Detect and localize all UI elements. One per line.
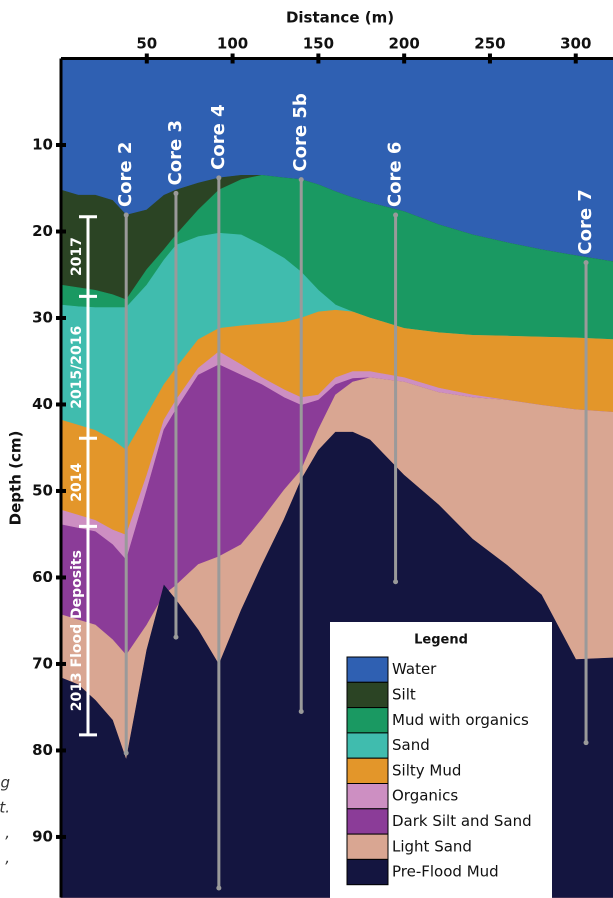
x-tick-label: 50 [136, 35, 157, 53]
x-tick-label: 300 [560, 35, 591, 53]
y-tick-label: 70 [32, 654, 53, 672]
y-tick-label: 80 [32, 741, 53, 759]
core-top [123, 212, 129, 218]
legend-label: Light Sand [392, 837, 472, 855]
legend-swatch [346, 858, 389, 886]
core-label: Core 6 [385, 142, 406, 207]
legend-label: Silty Mud [392, 761, 461, 779]
overlay: 50 100 150 200 250 300 10 20 30 40 50 60 70 80 90 2017 2… [32, 35, 613, 898]
core-bottom [216, 885, 222, 891]
core-top [393, 212, 399, 218]
x-tick-label: 100 [217, 35, 248, 53]
legend-label: Dark Silt and Sand [392, 812, 532, 830]
legend-swatch [346, 681, 389, 709]
legend-label: Water [392, 660, 437, 678]
legend-swatch [346, 757, 389, 785]
core-top [583, 260, 589, 266]
period-label: 2015/2016 [69, 326, 85, 409]
legend-label: Organics [392, 787, 458, 805]
y-axis-title: Depth (cm) [7, 431, 25, 526]
legend-label: Pre-Flood Mud [392, 863, 499, 881]
y-tick-label: 20 [32, 222, 53, 240]
margin-fragment: , [5, 824, 10, 842]
legend-swatch [346, 732, 389, 759]
core-label: Core 7 [575, 189, 596, 254]
y-tick-label: 10 [32, 135, 53, 153]
core-label: Core 4 [208, 104, 229, 169]
y-tick-label: 40 [32, 395, 53, 413]
legend-swatch [346, 783, 389, 810]
x-tick-label: 150 [303, 35, 334, 53]
core-top [173, 190, 179, 196]
legend-label: Silt [392, 685, 416, 703]
period-label: 2017 [69, 237, 85, 276]
legend-swatch [346, 833, 389, 860]
y-tick-label: 90 [32, 827, 53, 845]
legend-label: Sand [392, 736, 430, 754]
period-label: 2014 [69, 463, 85, 502]
margin-fragment: t. [0, 799, 10, 817]
core-top [216, 175, 222, 181]
x-axis-title: Distance (m) [286, 9, 394, 27]
core-bottom [393, 579, 399, 585]
core-bottom [583, 740, 589, 746]
margin-fragment: , [5, 849, 10, 867]
core-bottom [298, 709, 304, 715]
y-tick-label: 50 [32, 481, 53, 499]
legend-swatch [346, 808, 389, 835]
x-tick-label: 250 [474, 35, 505, 53]
legend-swatch [346, 656, 389, 683]
core-label: Core 5b [290, 93, 311, 171]
core-label: Core 2 [115, 142, 136, 207]
y-tick-label: 60 [32, 568, 53, 586]
core-bottom [123, 750, 129, 756]
core-label: Core 3 [165, 120, 186, 185]
y-tick-label: 30 [32, 308, 53, 326]
period-label: 2013 Flood Deposits [69, 550, 85, 711]
core-bottom [173, 634, 179, 640]
legend-swatch [346, 707, 389, 734]
legend-label: Mud with organics [392, 711, 529, 729]
x-tick-label: 200 [389, 35, 420, 53]
legend-title: Legend [414, 633, 468, 648]
margin-fragment: g [0, 774, 10, 792]
core-top [298, 177, 304, 183]
